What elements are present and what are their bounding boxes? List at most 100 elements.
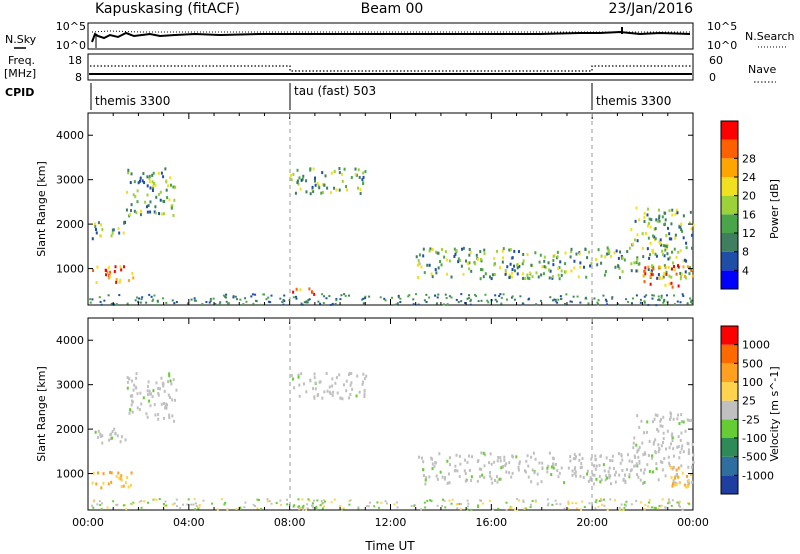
echo-cell [679,450,682,454]
echo-cell [211,502,214,505]
echo-cell [639,478,642,482]
echo-cell [600,254,603,258]
echo-cell [146,210,149,214]
echo-cell [437,266,440,270]
echo-cell [146,415,149,419]
echo-cell [333,169,336,173]
echo-cell [612,467,615,471]
echo-cell [681,508,684,511]
echo-cell [198,504,201,507]
echo-cell [111,430,114,434]
echo-cell [533,471,536,475]
echo-cell [660,504,663,507]
echo-cell [526,273,529,277]
echo-cell [525,459,528,463]
echo-cell [201,302,204,305]
echo-cell [128,411,131,415]
echo-cell [136,406,139,410]
echo-cell [559,295,562,298]
echo-cell [537,275,540,279]
echo-cell [165,188,168,192]
echo-cell [635,294,638,297]
echo-cell [446,303,449,306]
echo-cell [464,479,467,483]
echo-cell [652,234,655,238]
echo-cell [690,299,693,302]
echo-cell [435,302,438,305]
echo-cell [109,470,112,474]
echo-cell [560,466,563,470]
echo-cell [496,480,499,484]
echo-cell [164,167,167,171]
echo-cell [356,374,359,378]
echo-cell [510,296,513,299]
echo-cell [244,501,247,504]
echo-cell [281,300,284,303]
echo-cell [641,232,644,236]
echo-cell [674,476,677,480]
echo-cell [558,471,561,475]
echo-cell [166,196,169,200]
echo-cell [657,273,660,277]
colorbar-tick-label: -100 [742,432,767,445]
echo-cell [179,506,182,509]
echo-cell [686,418,689,422]
echo-cell [313,499,316,502]
echo-cell [546,498,549,501]
echo-cell [523,507,526,510]
echo-cell [580,465,583,469]
echo-cell [655,304,658,307]
echo-cell [666,252,669,256]
echo-cell [314,381,317,385]
echo-cell [227,302,230,305]
echo-cell [690,268,693,272]
echo-cell [670,222,673,226]
echo-cell [667,265,670,269]
echo-cell [643,215,646,219]
echo-cell [503,458,506,462]
echo-cell [333,186,336,190]
echo-cell [334,381,337,385]
echo-cell [171,414,174,418]
echo-cell [558,266,561,270]
echo-cell [646,213,649,217]
echo-cell [92,471,95,475]
echo-cell [328,385,331,389]
echo-cell [466,508,469,511]
echo-cell [543,265,546,269]
echo-cell [124,504,127,507]
echo-cell [294,191,297,195]
echo-cell [662,441,665,445]
echo-cell [574,474,577,478]
echo-cell [638,445,641,449]
echo-cell [477,506,480,509]
echo-cell [657,295,660,298]
colorbar-frame [720,120,739,290]
echo-cell [349,392,352,396]
echo-cell [671,438,674,442]
echo-cell [654,252,657,256]
echo-cell [362,182,365,186]
echo-cell [324,500,327,503]
echo-cell [663,299,666,302]
echo-cell [517,465,520,469]
echo-cell [166,403,169,407]
colorbar-tick-label: 12 [742,227,756,240]
velocity-y-axis-label: Slant Range [km] [35,366,48,462]
echo-cell [476,479,479,483]
echo-cell [305,300,308,303]
echo-cell [651,470,654,474]
echo-cell [340,508,343,511]
echo-cell [448,499,451,502]
echo-cell [530,480,533,484]
echo-cell [497,507,500,510]
echo-cell [672,261,675,265]
echo-cell [148,399,151,403]
echo-cell [576,295,579,298]
echo-cell [340,172,343,176]
echo-cell [450,502,453,505]
echo-cell [130,502,133,505]
echo-cell [604,478,607,482]
echo-cell [263,293,266,296]
echo-cell [668,282,671,286]
